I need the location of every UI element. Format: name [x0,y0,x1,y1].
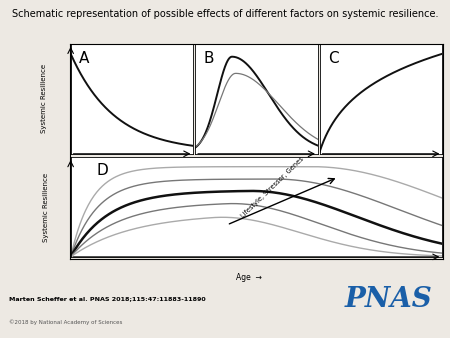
Text: Age  →: Age → [236,273,262,282]
Text: ©2018 by National Academy of Sciences: ©2018 by National Academy of Sciences [9,319,122,325]
Text: C: C [328,51,339,66]
Text: PNAS: PNAS [344,286,432,313]
Text: D: D [97,163,108,178]
Text: Lifestyle, Stressor, Genes: Lifestyle, Stressor, Genes [240,156,305,219]
Text: Systemic Resilience: Systemic Resilience [40,64,47,134]
Text: Physical Stress: Physical Stress [215,193,269,199]
Text: Exercise: Exercise [351,169,382,175]
Text: A: A [79,51,90,66]
Text: Marten Scheffer et al. PNAS 2018;115:47:11883-11890: Marten Scheffer et al. PNAS 2018;115:47:… [9,296,206,301]
Text: Infections: Infections [100,193,135,199]
Text: Systemic Resilience: Systemic Resilience [44,172,50,242]
Text: B: B [204,51,214,66]
Text: Caloric Restriction: Caloric Restriction [209,169,274,175]
Text: Schematic representation of possible effects of different factors on systemic re: Schematic representation of possible eff… [12,9,438,20]
Text: Sleep: Sleep [356,193,376,199]
Text: Social Stress: Social Stress [94,169,140,175]
